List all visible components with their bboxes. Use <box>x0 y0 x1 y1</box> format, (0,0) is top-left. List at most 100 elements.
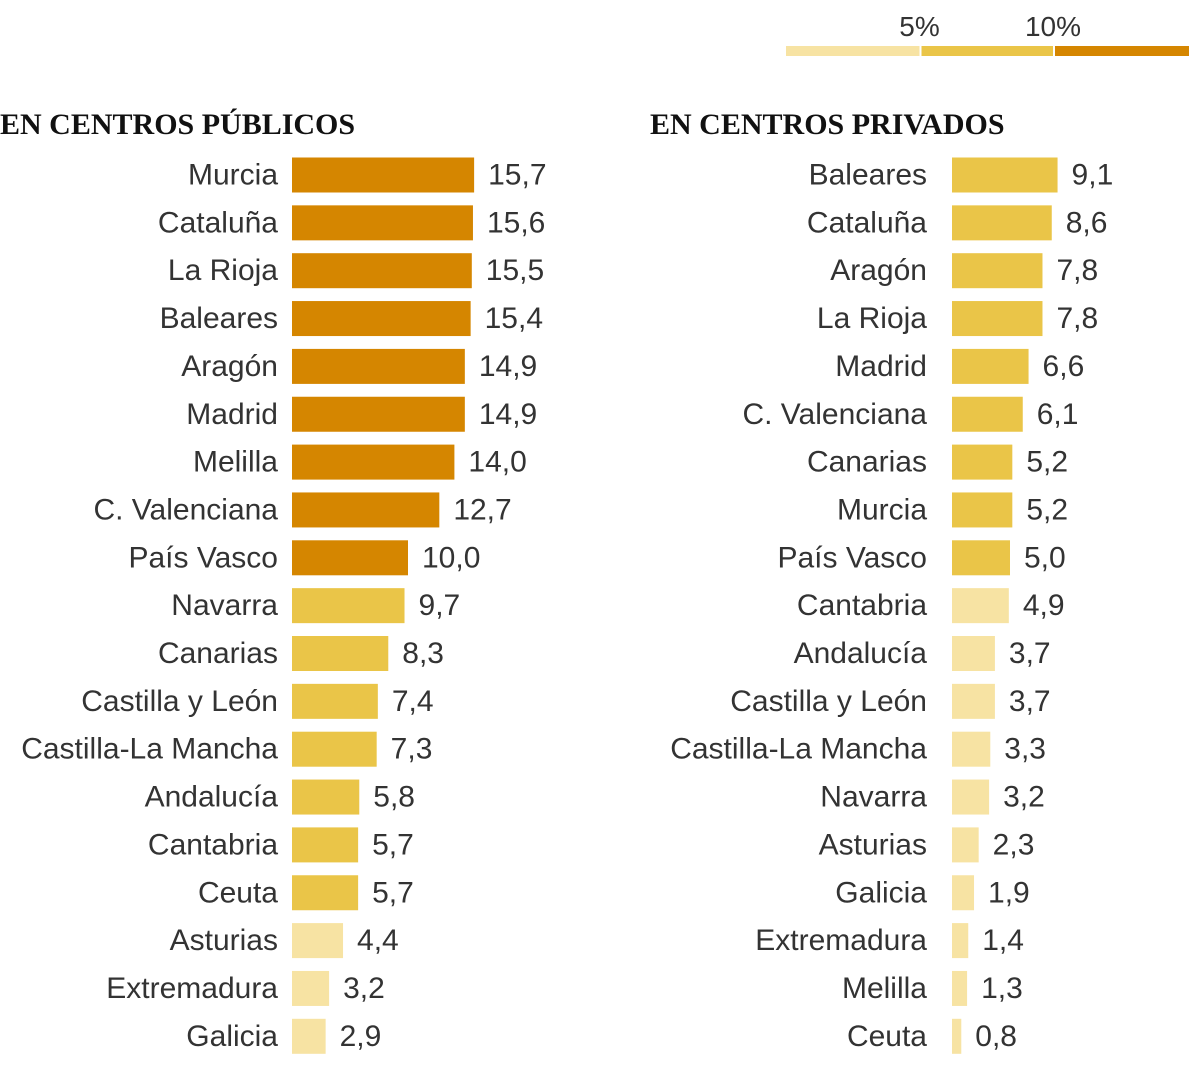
category-label: Ceuta <box>198 876 278 909</box>
category-label: Cataluña <box>807 206 927 239</box>
category-label: Ceuta <box>847 1020 927 1053</box>
bar <box>952 588 1009 624</box>
bar <box>952 1018 962 1054</box>
bar <box>292 875 359 911</box>
category-label: Navarra <box>171 589 278 622</box>
category-label: Navarra <box>820 781 927 814</box>
value-label: 15,5 <box>486 254 544 287</box>
category-label: Madrid <box>186 398 278 431</box>
bar <box>292 492 440 528</box>
value-label: 15,4 <box>485 302 543 335</box>
category-label: Melilla <box>842 972 927 1005</box>
bar <box>292 396 465 432</box>
category-label: Aragón <box>830 254 927 287</box>
value-label: 8,6 <box>1066 206 1108 239</box>
value-label: 6,6 <box>1043 350 1085 383</box>
value-label: 9,7 <box>419 589 461 622</box>
category-label: Asturias <box>170 924 278 957</box>
value-label: 15,6 <box>487 206 545 239</box>
category-label: País Vasco <box>128 541 278 574</box>
value-label: 5,8 <box>373 781 415 814</box>
bar <box>952 636 995 671</box>
bar <box>952 205 1052 241</box>
bar <box>292 970 330 1006</box>
value-label: 1,3 <box>981 972 1023 1005</box>
category-label: Galicia <box>835 876 927 909</box>
bar <box>952 348 1029 384</box>
category-label: Cantabria <box>797 589 927 622</box>
value-label: 14,9 <box>479 350 537 383</box>
legend-swatch-high <box>1055 46 1189 56</box>
value-label: 7,8 <box>1056 254 1098 287</box>
bar <box>952 779 990 815</box>
bar <box>292 540 408 576</box>
value-label: 4,9 <box>1023 589 1065 622</box>
category-label: Madrid <box>835 350 927 383</box>
value-label: 14,0 <box>468 446 526 479</box>
bar <box>292 588 405 624</box>
legend-threshold-label: 5% <box>899 11 939 42</box>
value-label: 3,2 <box>343 972 385 1005</box>
value-label: 5,7 <box>372 828 414 861</box>
category-label: Baleares <box>809 159 927 192</box>
bar <box>952 970 968 1006</box>
value-label: 1,4 <box>982 924 1024 957</box>
category-label: Cantabria <box>148 828 278 861</box>
bar <box>952 731 991 767</box>
value-label: 2,9 <box>340 1020 382 1053</box>
category-label: Melilla <box>193 446 278 479</box>
bar <box>292 253 472 289</box>
value-label: 3,2 <box>1003 781 1045 814</box>
value-label: 7,3 <box>391 733 433 766</box>
category-label: Baleares <box>160 302 278 335</box>
category-label: Canarias <box>158 637 278 670</box>
panel-public: EN CENTROS PÚBLICOS Murcia 15,7 Cataluña 15… <box>0 108 547 1054</box>
bar <box>952 492 1013 528</box>
category-label: Cataluña <box>158 206 278 239</box>
bar <box>952 444 1013 480</box>
bar <box>292 636 389 671</box>
bar <box>952 157 1058 193</box>
category-label: Canarias <box>807 446 927 479</box>
value-label: 5,7 <box>372 876 414 909</box>
bar <box>952 253 1043 289</box>
bar <box>292 779 360 815</box>
category-label: Castilla y León <box>730 685 927 718</box>
value-label: 2,3 <box>993 828 1035 861</box>
bar <box>952 683 995 719</box>
category-label: Asturias <box>819 828 927 861</box>
legend-threshold-label: 10% <box>1025 11 1081 42</box>
bar <box>952 301 1043 337</box>
bar <box>292 301 471 337</box>
category-label: La Rioja <box>817 302 927 335</box>
category-label: Castilla-La Mancha <box>21 733 278 766</box>
category-label: Extremadura <box>106 972 278 1005</box>
bar <box>952 827 979 863</box>
bar <box>292 157 475 193</box>
legend-swatch-mid <box>921 46 1053 56</box>
value-label: 4,4 <box>357 924 399 957</box>
panel-private: EN CENTROS PRIVADOS Baleares 9,1 Cataluña 8… <box>650 108 1113 1054</box>
category-label: Murcia <box>837 493 927 526</box>
category-label: La Rioja <box>168 254 278 287</box>
bar <box>952 875 975 911</box>
bar <box>952 540 1010 576</box>
bar <box>292 444 455 480</box>
value-label: 3,7 <box>1009 637 1051 670</box>
category-label: Murcia <box>188 159 278 192</box>
category-label: Extremadura <box>755 924 927 957</box>
legend-swatch-low <box>786 46 920 56</box>
value-label: 14,9 <box>479 398 537 431</box>
category-label: C. Valenciana <box>93 493 278 526</box>
value-label: 5,0 <box>1024 541 1066 574</box>
category-label: C. Valenciana <box>742 398 927 431</box>
bar <box>292 205 473 241</box>
bar <box>952 923 969 959</box>
value-label: 10,0 <box>422 541 480 574</box>
bar <box>292 827 359 863</box>
value-label: 1,9 <box>988 876 1030 909</box>
value-label: 15,7 <box>488 159 546 192</box>
bar <box>292 1018 326 1054</box>
value-label: 7,8 <box>1056 302 1098 335</box>
bar <box>292 923 344 959</box>
